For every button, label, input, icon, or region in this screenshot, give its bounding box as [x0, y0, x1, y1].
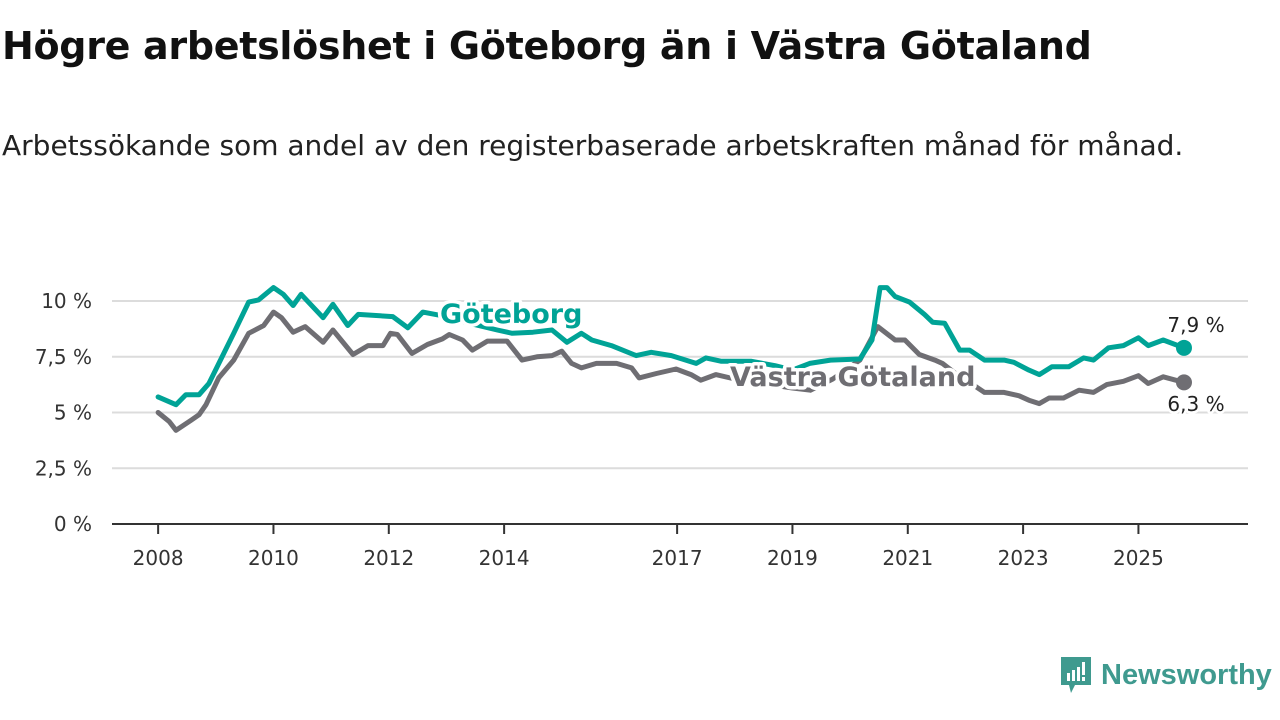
- y-tick-label: 5 %: [54, 401, 92, 425]
- y-axis-ticks: 0 % 2,5 % 5 % 7,5 % 10 %: [35, 289, 92, 536]
- gridlines: [112, 300, 1248, 470]
- chart-title: Högre arbetslöshet i Göteborg än i Västr…: [2, 24, 1092, 68]
- x-tick-label: 2017: [652, 546, 703, 570]
- x-tick-label: 2025: [1113, 546, 1164, 570]
- x-tick-label: 2019: [767, 546, 818, 570]
- y-tick-label: 10 %: [41, 289, 92, 313]
- x-tick-label: 2021: [882, 546, 933, 570]
- x-axis-ticks: 2008 2010 2012 2014 2017 2019 2021 2023 2025: [133, 524, 1164, 570]
- y-tick-label: 0 %: [54, 512, 92, 536]
- newsworthy-logo: Newsworthy: [1059, 655, 1272, 695]
- newsworthy-logo-icon: [1061, 657, 1091, 693]
- end-point-v-stra-g-taland: [1175, 374, 1192, 391]
- series-lines: [155, 285, 1192, 433]
- series-label-vastra-gotaland: Västra Götaland: [730, 362, 975, 393]
- end-point-g-teborg: [1175, 339, 1192, 356]
- chart-subtitle: Arbetssökande som andel av den registerb…: [2, 129, 1184, 162]
- end-label-goteborg: 7,9 %: [1167, 313, 1224, 337]
- series-labels: Västra Götaland Göteborg 7,9 % 6,3 %: [437, 296, 1228, 419]
- series-line-v-stra-g-taland: [155, 309, 1187, 433]
- series-label-goteborg: Göteborg: [440, 299, 582, 330]
- newsworthy-logo-text: Newsworthy: [1101, 658, 1272, 691]
- series-line-g-teborg: [155, 285, 1187, 408]
- end-label-vastra-gotaland: 6,3 %: [1167, 392, 1224, 416]
- x-tick-label: 2010: [248, 546, 299, 570]
- y-tick-label: 7,5 %: [35, 345, 92, 369]
- x-tick-label: 2012: [363, 546, 414, 570]
- x-tick-label: 2014: [479, 546, 530, 570]
- x-tick-label: 2008: [133, 546, 184, 570]
- y-tick-label: 2,5 %: [35, 456, 92, 480]
- x-tick-label: 2023: [998, 546, 1049, 570]
